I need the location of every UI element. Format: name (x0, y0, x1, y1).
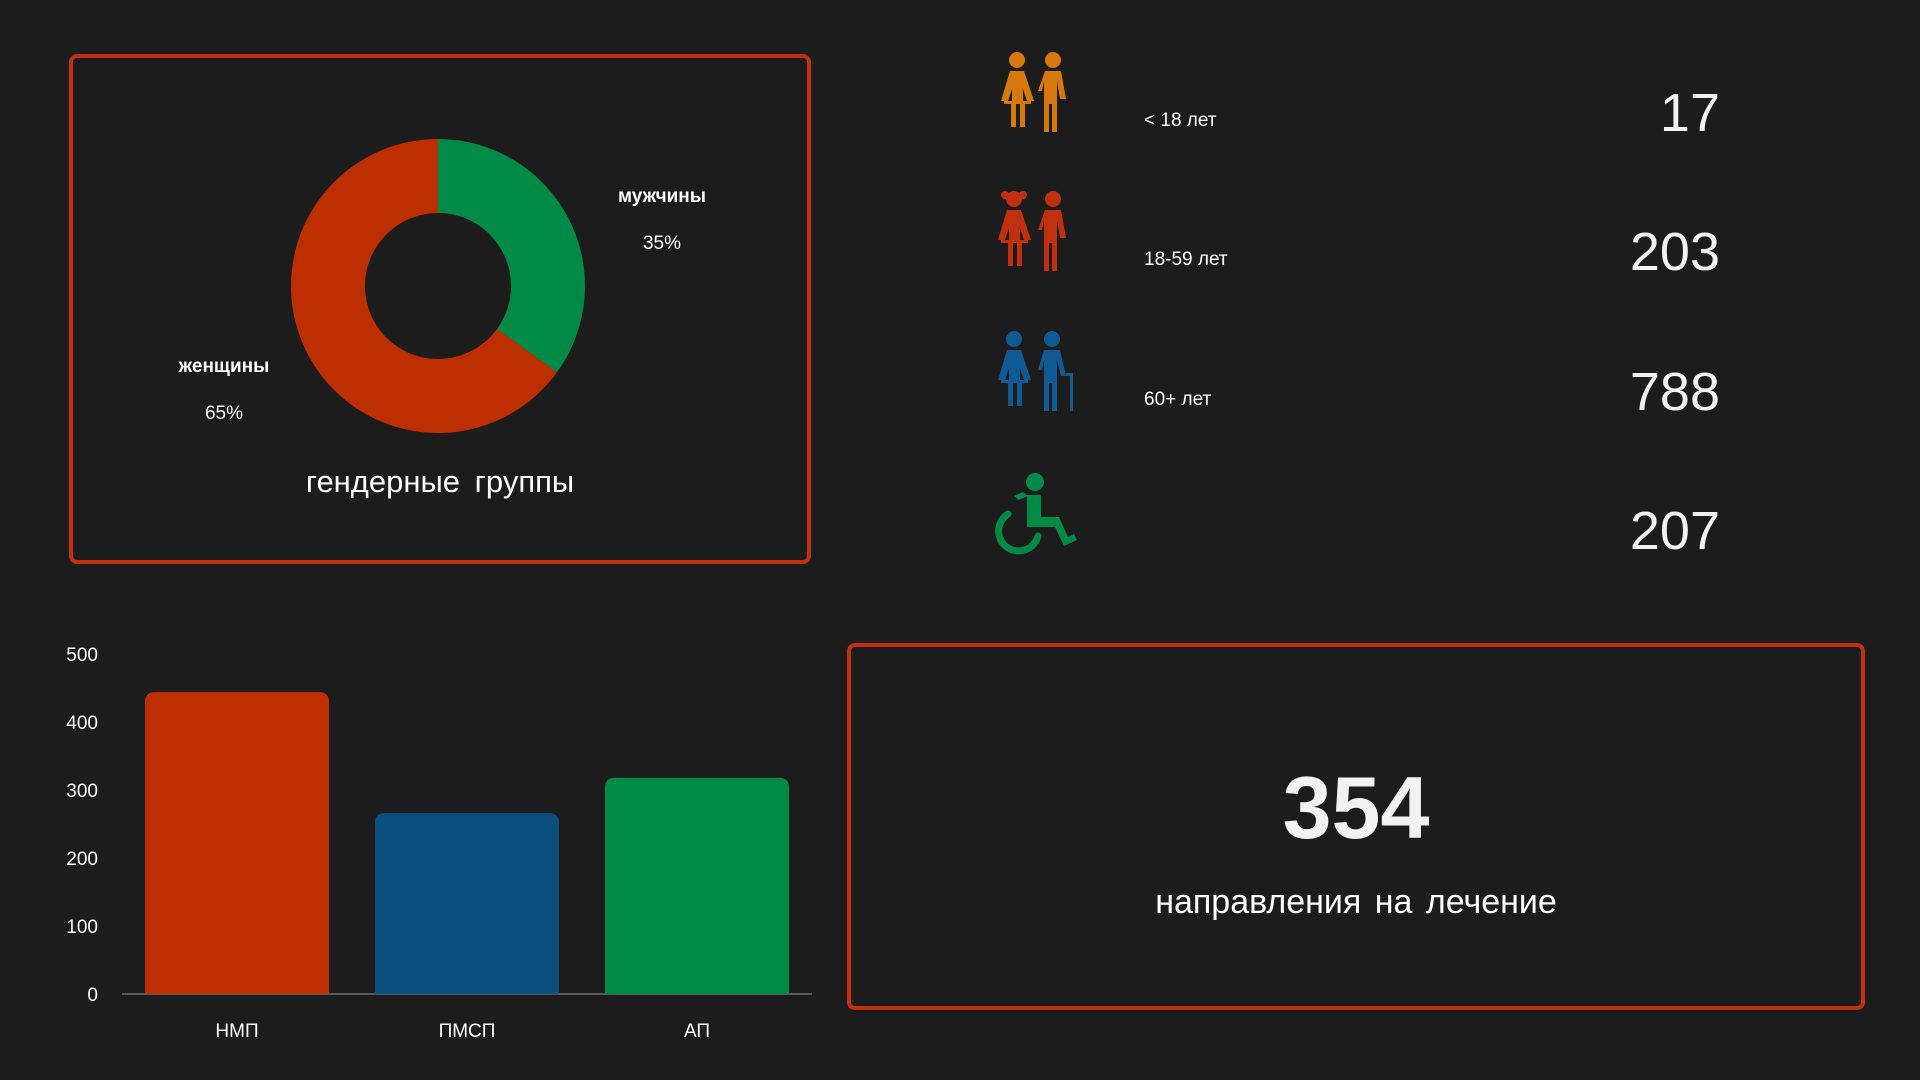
age-label-60-plus: 60+ лет (1144, 389, 1212, 410)
age-row-18-59: 18-59 лет 203 (990, 183, 1750, 283)
elderly-pair-icon (998, 331, 1073, 411)
x-tick-label: НМП (215, 1021, 258, 1042)
x-tick-label: АП (684, 1021, 710, 1042)
age-row-disabled: 207 (990, 462, 1750, 562)
age-value-disabled: 207 (1629, 501, 1720, 561)
treatment-referrals-label: направления на лечение (1155, 883, 1557, 921)
treatment-referrals-panel: 354 направления на лечение (847, 643, 1865, 1010)
children-pair-icon (1001, 52, 1066, 132)
x-tick-label: ПМСП (439, 1021, 496, 1042)
slice-label-men: мужчины (617, 186, 706, 207)
y-tick-label: 500 (66, 645, 98, 666)
y-tick-label: 100 (66, 917, 98, 938)
age-label-under-18: < 18 лет (1144, 110, 1217, 131)
y-tick-label: 400 (66, 713, 98, 734)
bar-nmp (145, 692, 329, 994)
gender-chart-title: гендерные группы (305, 464, 575, 499)
donut-slice-women (291, 139, 557, 433)
age-value-under-18: 17 (1659, 83, 1720, 143)
gender-donut-chart (291, 139, 585, 433)
slice-pct-men: 35% (642, 233, 682, 254)
slice-label-women: женщины (178, 356, 270, 377)
care-type-bar-chart: 0 100 200 300 400 500 НМП ПМСП АП (66, 645, 812, 1042)
bar-pmsp (375, 813, 559, 994)
age-value-60-plus: 788 (1629, 362, 1720, 422)
wheelchair-icon (995, 473, 1077, 555)
y-tick-label: 0 (87, 985, 98, 1006)
adults-pair-icon (998, 191, 1066, 271)
slice-pct-women: 65% (204, 403, 244, 424)
bar-ap (605, 777, 789, 994)
age-value-18-59: 203 (1629, 222, 1720, 282)
donut-slice-men (438, 139, 585, 373)
treatment-referrals-value: 354 (1282, 758, 1430, 857)
age-label-18-59: 18-59 лет (1144, 249, 1228, 270)
y-tick-label: 200 (66, 849, 98, 870)
age-row-60-plus: 60+ лет 788 (990, 323, 1750, 423)
gender-chart-panel: мужчины 35% женщины 65% гендерные группы (69, 54, 811, 564)
y-tick-label: 300 (66, 781, 98, 802)
age-row-under-18: < 18 лет 17 (990, 44, 1750, 144)
